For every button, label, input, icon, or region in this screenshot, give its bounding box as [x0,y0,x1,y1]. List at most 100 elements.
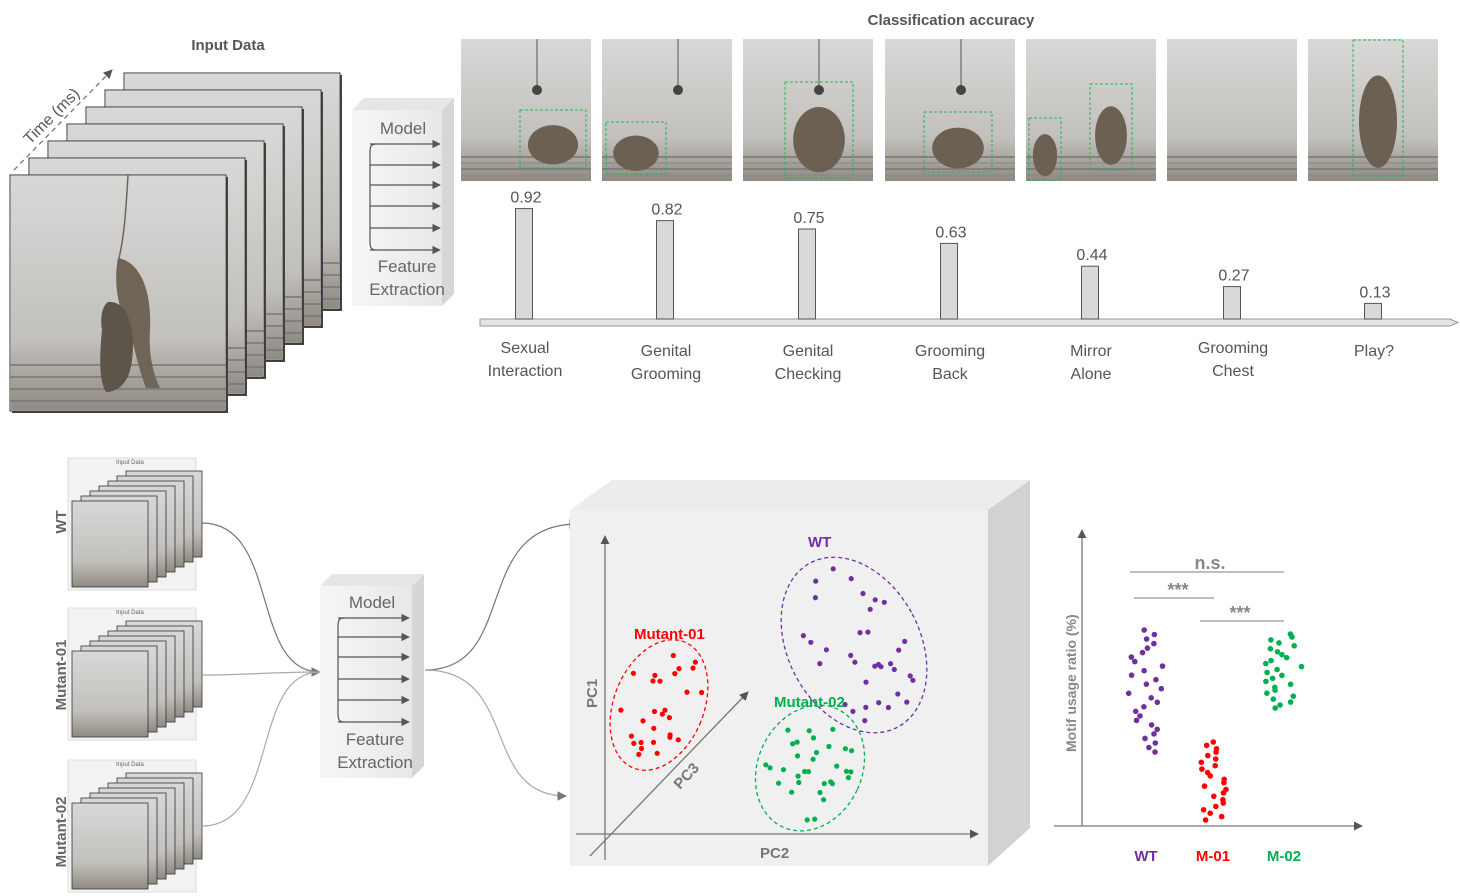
motif-point [1213,749,1219,755]
pca-point [812,816,818,822]
motif-point [1279,672,1285,679]
pca-point [878,664,884,670]
category-label: Sexual [501,340,550,357]
motif-point [1137,713,1143,719]
pca-point [845,775,852,781]
motif-point [1128,654,1135,660]
motif-point [1158,685,1165,692]
pca-point [848,576,854,582]
category-label: Back [932,366,969,383]
pca-point [885,704,892,711]
cluster-mutant-01: Mutant-01 [609,626,709,771]
pca-point [823,647,830,653]
pca-point [763,762,769,768]
cluster-label-mutant-01: Mutant-01 [634,626,705,643]
pca-point [628,733,635,739]
cluster-label-wt: WT [808,534,831,551]
monkey-sitting [100,301,133,392]
motif-point [1268,657,1274,664]
motif-point [1207,773,1213,779]
cluster-wt: WT [780,534,928,734]
motif-point [1287,699,1294,705]
pca-point [657,678,663,684]
pca-point [872,597,878,603]
pca-point [830,726,836,732]
pc3-axis [589,691,749,857]
motif-y-label: Motif usage ratio (%) [1063,614,1079,752]
motif-point [1212,756,1219,762]
category-label: Genital [783,343,834,360]
motif-point [1211,793,1217,800]
category-label: Grooming [631,366,701,383]
pca-point [863,704,869,711]
motif-point [1270,696,1277,702]
motif-point [1125,690,1132,697]
category-label: Chest [1212,363,1254,380]
pca-point [808,639,814,645]
pca-point [852,659,858,665]
behavior-thumbnail [1308,39,1438,181]
pca-point [813,749,820,756]
group-input-wt: Input Data WT [53,457,203,591]
detection-box [519,109,587,169]
motif-point [1298,663,1305,670]
pca-point [857,630,863,636]
motif-point [1210,739,1217,745]
motif-point [1200,807,1207,813]
bar-value-label: 0.75 [793,210,824,227]
motif-point [1132,708,1139,715]
pca-point [662,707,668,713]
group-input-mutant-01: Input Data Mutant-01 [53,607,203,741]
bar [940,242,958,320]
feature-label-bottom-2: Extraction [337,753,413,772]
feature-label-top-2: Extraction [369,280,445,299]
bar [1081,265,1099,320]
model-label-top: Model [380,119,426,138]
pca-point [842,746,849,752]
model-box-bottom: Model Feature Extraction [320,574,424,778]
motif-point [1207,810,1213,816]
motif-point [1143,681,1150,687]
motif-cat-wt: WT [1134,848,1157,865]
category-label: Mirror [1070,343,1112,360]
bar-value-label: 0.82 [651,202,682,219]
pca-point [902,638,908,645]
pca-point [640,718,646,724]
model-to-pca-connectors [424,519,579,801]
motif-point [1139,649,1146,656]
thumb-title: Input Data [116,610,144,616]
pca-point [670,652,676,659]
pca-point [804,817,810,823]
pca-point [795,753,801,759]
sig-label-2: *** [1229,603,1250,623]
motif-point [1264,669,1270,676]
motif-point [1151,631,1158,638]
motif-cat-m01: M-01 [1196,848,1230,865]
pc1-label: PC1 [584,679,601,708]
motif-point [1148,722,1155,728]
pc2-label: PC2 [760,845,789,862]
pca-point [636,751,642,758]
pca-point [907,673,913,679]
pca-point [910,677,916,683]
cluster-label-mutant-02: Mutant-02 [774,694,845,711]
category-label: Alone [1071,366,1112,383]
motif-point [1277,702,1283,708]
pca-point [805,769,812,775]
pca-point [813,578,819,584]
chart-title: Classification accuracy [868,12,1035,29]
behavior-thumbnails [461,39,1438,181]
motif-point [1141,627,1147,633]
pca-box: PC1 PC2 PC3 Mutant-01 WT Mutant-02 [570,480,1030,866]
bar [1364,302,1382,320]
motif-point [1264,690,1270,696]
motif-point [1159,663,1166,669]
detection-box [784,81,854,179]
pca-point [834,763,840,769]
monkey-standing [116,258,160,388]
pca-point [888,661,894,667]
motif-point [1289,634,1295,640]
motif-point [1143,636,1150,642]
pca-point [785,727,791,733]
